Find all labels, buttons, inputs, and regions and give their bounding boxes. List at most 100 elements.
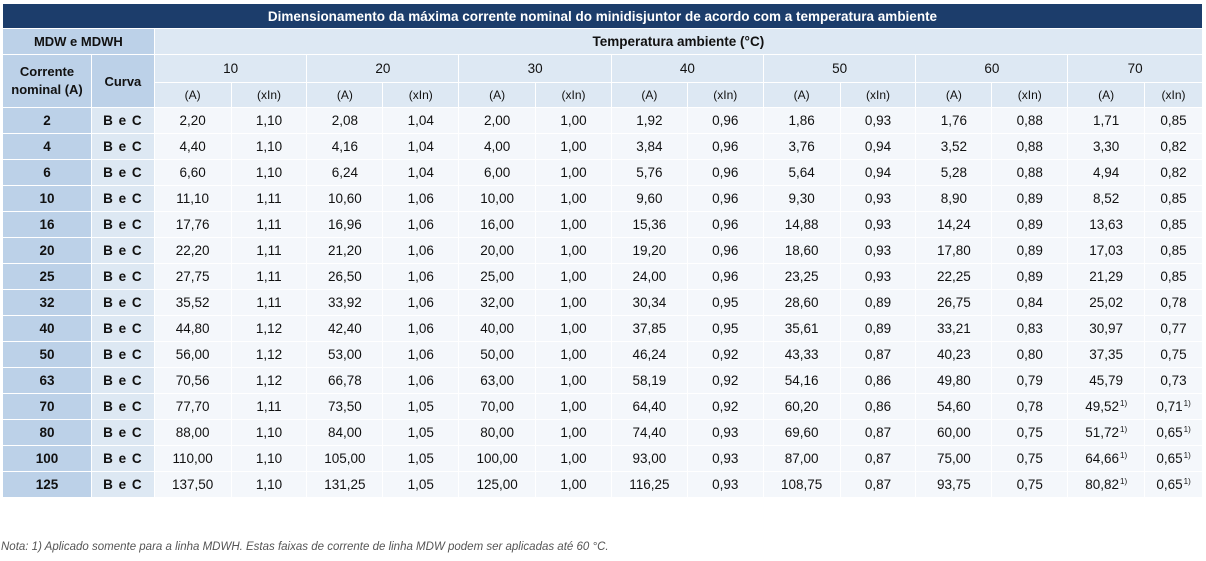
temperature-50: 50: [762, 54, 917, 83]
current-value-cell: 42,40: [306, 315, 384, 342]
nominal-current-cell: 20: [1, 237, 93, 264]
current-value-cell: 49,521): [1067, 393, 1146, 420]
cell-value: 0,96: [712, 269, 739, 284]
cell-value: 75,00: [937, 451, 971, 466]
cell-value: 93,00: [632, 451, 667, 466]
multiplier-value-cell: 0,82: [1144, 133, 1203, 160]
cell-value: 108,75: [781, 477, 823, 492]
cell-value: 0,88: [1016, 113, 1043, 128]
multiplier-value-cell: 0,93: [686, 445, 764, 472]
cell-value: 49,52: [1085, 399, 1119, 414]
cell-value: 0,77: [1160, 321, 1187, 336]
multiplier-value-cell: 0,93: [839, 263, 917, 290]
cell-value: 63,00: [480, 373, 515, 388]
cell-value: 105,00: [324, 451, 366, 466]
current-value-cell: 80,00: [458, 419, 537, 446]
multiplier-value-cell: 0,85: [1144, 237, 1203, 264]
cell-value: 0,89: [1016, 269, 1043, 284]
table-title: Dimensionamento da máxima corrente nomin…: [2, 3, 1203, 29]
cell-value: 1,11: [256, 243, 282, 258]
multiplier-value-cell: 0,77: [1144, 315, 1203, 342]
multiplier-value-cell: 1,10: [230, 419, 308, 446]
cell-value: 30,34: [632, 295, 667, 310]
current-value-cell: 56,00: [153, 341, 232, 368]
cell-value: 37,85: [632, 321, 667, 336]
multiplier-value-cell: 0,96: [686, 133, 764, 160]
unit-xin: (xIn): [230, 82, 308, 108]
current-value-cell: 5,76: [610, 159, 688, 186]
current-value-cell: 25,02: [1067, 289, 1146, 316]
cell-value: 1,10: [255, 113, 283, 128]
temperature-30: 30: [458, 54, 612, 83]
multiplier-value-cell: 1,06: [382, 315, 460, 342]
multiplier-value-cell: 0,86: [839, 367, 917, 394]
multiplier-value-cell: 0,75: [991, 445, 1069, 472]
multiplier-value-cell: 0,85: [1144, 185, 1203, 212]
cell-value: 73,50: [328, 399, 362, 414]
current-value-cell: 2,00: [458, 107, 537, 134]
multiplier-value-cell: 1,00: [535, 341, 612, 368]
cell-value: 0,75: [1016, 451, 1043, 466]
multiplier-value-cell: 0,89: [839, 315, 917, 342]
cell-value: 1,10: [255, 425, 283, 440]
multiplier-value-cell: 1,00: [535, 289, 612, 316]
current-value-cell: 6,00: [458, 159, 537, 186]
cell-value: 87,00: [784, 451, 819, 466]
footnote-marker: 1): [1120, 425, 1128, 434]
cell-value: 22,25: [937, 269, 971, 284]
cell-value: 1,05: [407, 477, 434, 492]
cell-value: 1,11: [256, 295, 282, 310]
multiplier-value-cell: 0,94: [839, 159, 917, 186]
cell-value: 56,00: [175, 347, 210, 362]
multiplier-value-cell: 0,89: [839, 289, 917, 316]
cell-value: 0,65: [1156, 451, 1183, 466]
current-value-cell: 9,60: [610, 185, 688, 212]
cell-value: 0,80: [1016, 347, 1043, 362]
cell-value: 0,71: [1156, 399, 1183, 414]
multiplier-value-cell: 0,95: [686, 315, 764, 342]
cell-value: 137,50: [172, 477, 214, 492]
current-value-cell: 37,85: [610, 315, 688, 342]
multiplier-value-cell: 0,92: [686, 393, 764, 420]
multiplier-value-cell: 1,00: [535, 315, 612, 342]
table-row: 16 B e C 17,76 1,11 16,96 1,06 16,00 1,00 15,36 0…: [1, 211, 1203, 238]
multiplier-value-cell: 1,00: [535, 237, 612, 264]
curve-cell: B e C: [91, 445, 155, 472]
multiplier-value-cell: 1,06: [382, 289, 460, 316]
cell-value: 1,00: [560, 165, 587, 180]
current-value-cell: 74,40: [610, 419, 688, 446]
current-value-cell: 27,75: [153, 263, 232, 290]
cell-value: 35,61: [784, 321, 819, 336]
cell-value: 131,25: [324, 477, 366, 492]
current-value-cell: 50,00: [458, 341, 537, 368]
cell-value: 46,24: [632, 347, 667, 362]
current-value-cell: 6,24: [306, 159, 384, 186]
footnote-marker: 1): [1120, 399, 1128, 408]
curve-cell: B e C: [91, 341, 155, 368]
cell-value: 0,78: [1160, 295, 1187, 310]
multiplier-value-cell: 1,10: [230, 133, 308, 160]
current-value-cell: 116,25: [610, 471, 688, 498]
cell-value: 1,10: [255, 451, 283, 466]
cell-value: 1,10: [255, 165, 283, 180]
cell-value: 0,96: [712, 191, 739, 206]
cell-value: 1,06: [407, 347, 434, 362]
multiplier-value-cell: 1,10: [230, 107, 308, 134]
nominal-current-cell: 2: [1, 107, 93, 134]
current-value-cell: 37,35: [1067, 341, 1146, 368]
curve-cell: B e C: [91, 237, 155, 264]
table-row: 70 B e C 77,70 1,11 73,50 1,05 70,00 1,00 64,40 0…: [1, 393, 1203, 420]
cell-value: 6,24: [331, 165, 359, 180]
cell-value: 1,92: [636, 113, 663, 128]
multiplier-value-cell: 1,00: [535, 393, 612, 420]
multiplier-value-cell: 0,711): [1144, 393, 1203, 420]
cell-value: 0,93: [864, 191, 892, 206]
cell-value: 0,96: [712, 113, 739, 128]
multiplier-value-cell: 1,06: [382, 211, 460, 238]
cell-value: 1,00: [560, 373, 587, 388]
cell-value: 21,20: [328, 243, 362, 258]
current-value-cell: 88,00: [153, 419, 232, 446]
current-value-cell: 51,721): [1067, 419, 1146, 446]
current-value-cell: 110,00: [153, 445, 232, 472]
footnote-text: Nota: 1) Aplicado somente para a linha M…: [1, 541, 609, 553]
